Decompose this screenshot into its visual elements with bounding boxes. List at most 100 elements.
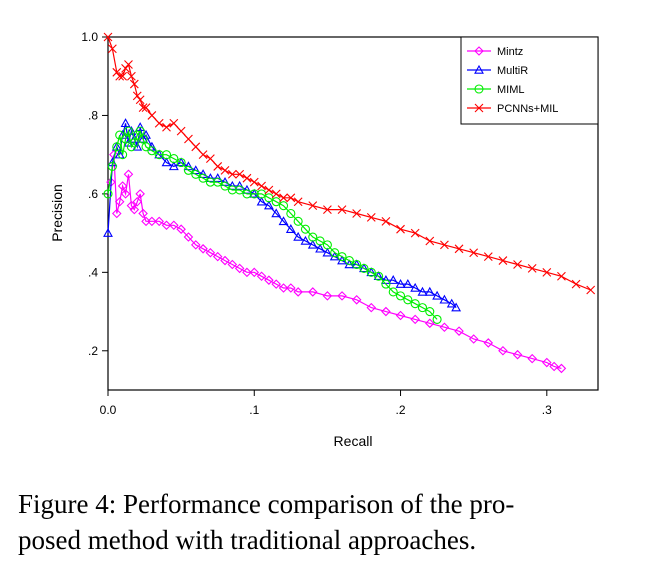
- data-point-pcnns-mil: [257, 181, 266, 191]
- data-point-multir: [263, 200, 274, 210]
- data-point-pcnns-mil: [107, 44, 117, 54]
- data-point-multir: [168, 161, 179, 171]
- data-point-multir: [234, 180, 245, 190]
- legend-item-miml: MIML: [467, 84, 525, 96]
- data-point-multir: [395, 278, 406, 288]
- data-point-miml: [278, 201, 289, 211]
- data-point-mintz: [278, 283, 289, 293]
- data-point-mintz: [439, 322, 450, 333]
- data-point-mintz: [147, 216, 157, 227]
- data-point-mintz: [307, 287, 318, 297]
- data-point-miml: [286, 208, 296, 219]
- y-tick-label: .4: [88, 265, 98, 279]
- x-tick-label: .3: [542, 403, 552, 417]
- data-point-miml: [147, 146, 157, 156]
- data-point-pcnns-mil: [352, 209, 362, 218]
- data-point-pcnns-mil: [169, 118, 179, 128]
- legend-label-multir: MultiR: [497, 65, 528, 77]
- data-point-mintz: [264, 275, 274, 285]
- legend-marker-mintz: [474, 46, 484, 56]
- data-point-mintz: [138, 208, 148, 219]
- data-point-mintz: [322, 291, 333, 301]
- data-point-multir: [432, 290, 443, 300]
- data-point-mintz: [256, 271, 267, 282]
- data-point-mintz: [129, 204, 140, 215]
- data-point-mintz: [114, 196, 125, 207]
- data-point-multir: [322, 247, 333, 257]
- data-point-pcnns-mil: [112, 67, 122, 77]
- data-point-miml: [161, 150, 172, 160]
- data-point-mintz: [227, 259, 238, 270]
- data-point-pcnns-mil: [527, 264, 537, 273]
- data-point-pcnns-mil: [184, 134, 193, 144]
- data-point-pcnns-mil: [264, 185, 274, 195]
- legend-label-miml: MIML: [497, 84, 525, 96]
- data-point-mintz: [425, 318, 435, 329]
- data-point-miml: [381, 279, 391, 289]
- series-mintz: [106, 149, 567, 374]
- data-point-multir: [417, 286, 428, 296]
- data-point-miml: [220, 181, 230, 191]
- series-line-miml: [107, 128, 438, 320]
- data-point-pcnns-mil: [410, 228, 420, 238]
- series-pcnns-mil: [103, 32, 596, 295]
- data-point-mintz: [454, 326, 464, 336]
- data-point-miml: [359, 263, 369, 273]
- data-point-multir: [315, 243, 326, 253]
- legend-item-pcnns-mil: PCNNs+MIL: [467, 103, 558, 115]
- data-point-miml: [138, 134, 148, 144]
- data-point-mintz: [242, 267, 252, 278]
- data-point-pcnns-mil: [198, 150, 208, 160]
- data-point-mintz: [337, 291, 347, 301]
- data-point-pcnns-mil: [454, 244, 464, 254]
- data-point-miml: [103, 189, 113, 199]
- data-point-pcnns-mil: [440, 240, 449, 250]
- series-layer: [103, 32, 596, 374]
- legend-label-pcnns-mil: PCNNs+MIL: [497, 103, 558, 115]
- y-tick-label: .8: [88, 108, 98, 122]
- data-point-multir: [451, 302, 462, 312]
- y-tick-label: 1.0: [81, 30, 98, 44]
- data-point-multir: [424, 286, 435, 296]
- data-point-pcnns-mil: [118, 71, 128, 81]
- x-tick-label: 0.0: [100, 403, 117, 417]
- data-point-mintz: [176, 224, 186, 234]
- data-point-multir: [359, 263, 369, 273]
- data-point-miml: [308, 232, 318, 242]
- data-point-pcnns-mil: [286, 193, 296, 203]
- data-point-miml: [293, 216, 303, 226]
- data-point-multir: [271, 208, 282, 218]
- data-point-mintz: [183, 232, 194, 242]
- data-point-pcnns-mil: [498, 256, 508, 265]
- data-point-miml: [315, 236, 325, 246]
- data-point-mintz: [527, 353, 537, 364]
- data-point-pcnns-mil: [323, 205, 332, 214]
- data-point-mintz: [468, 334, 479, 344]
- data-point-miml: [121, 134, 131, 144]
- data-point-miml: [337, 252, 347, 262]
- data-point-mintz: [123, 169, 134, 180]
- data-point-mintz: [366, 302, 377, 313]
- data-point-pcnns-mil: [337, 205, 347, 214]
- data-point-mintz: [120, 189, 131, 199]
- data-point-mintz: [212, 251, 223, 262]
- data-point-multir: [285, 224, 296, 233]
- data-point-multir: [410, 282, 421, 292]
- data-point-miml: [227, 185, 237, 195]
- figure-caption: Figure 4: Performance comparison of the …: [18, 486, 646, 558]
- data-point-multir: [402, 278, 413, 288]
- data-point-miml: [417, 303, 428, 313]
- data-point-miml: [129, 138, 139, 148]
- data-point-mintz: [293, 287, 303, 297]
- data-point-miml: [183, 165, 193, 175]
- plot-border: [107, 36, 599, 391]
- data-point-pcnns-mil: [129, 79, 139, 89]
- data-point-pcnns-mil: [220, 165, 230, 175]
- caption-line-2: posed method with traditional approaches…: [18, 525, 477, 555]
- data-point-miml: [176, 157, 186, 168]
- data-point-pcnns-mil: [381, 216, 391, 226]
- data-point-mintz: [132, 196, 143, 207]
- data-point-multir: [388, 275, 399, 284]
- data-point-miml: [107, 161, 117, 171]
